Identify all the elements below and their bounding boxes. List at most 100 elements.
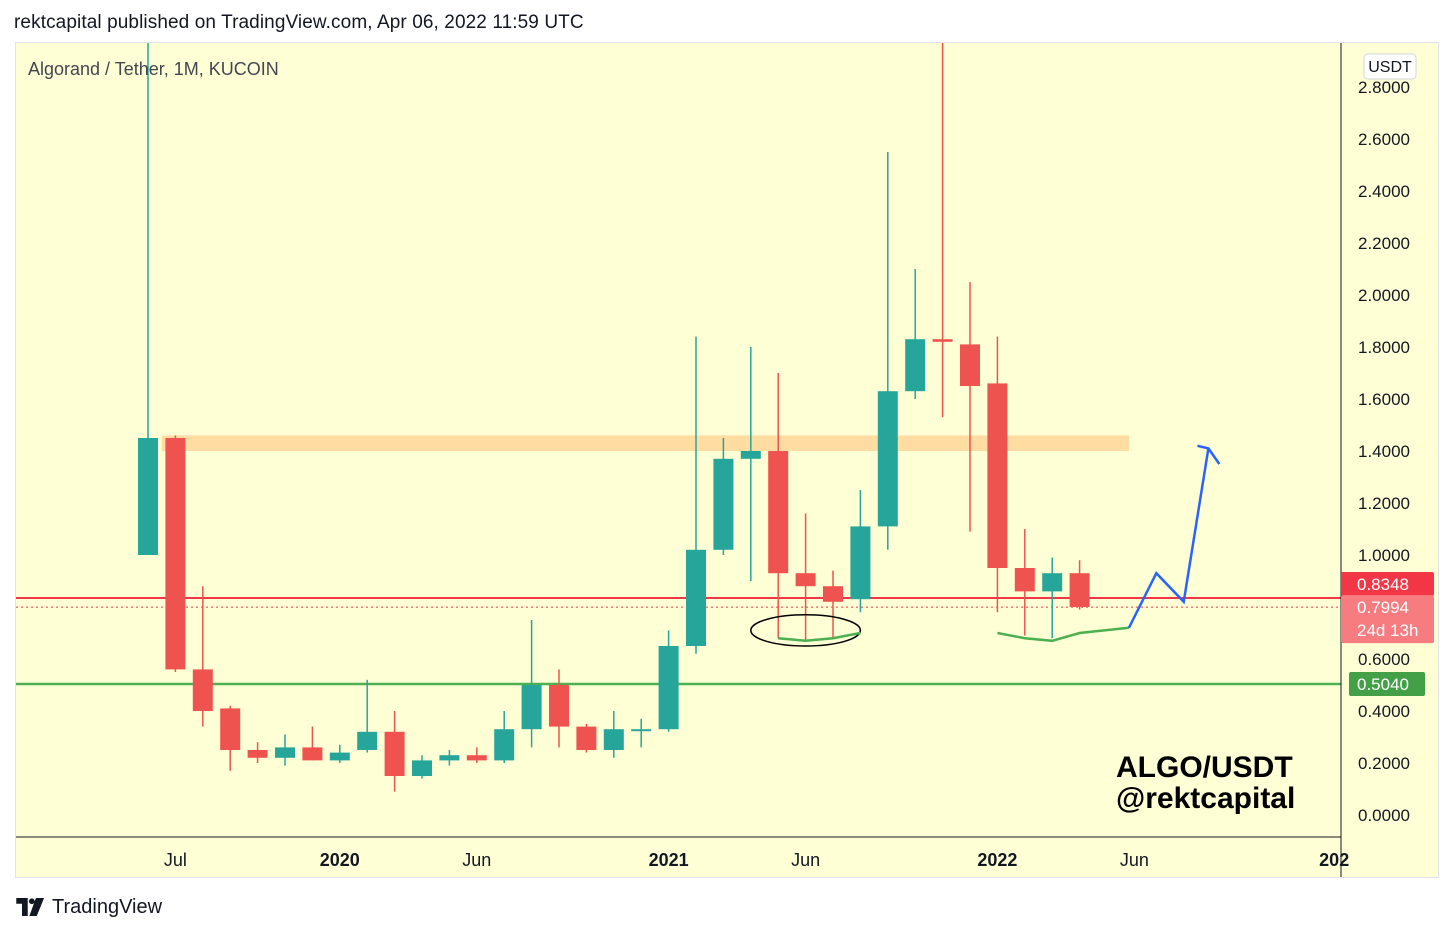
candles-layer: [138, 43, 1090, 792]
candle-body: [686, 549, 706, 646]
candle-2022-01: [987, 336, 1008, 613]
candle-body: [138, 438, 158, 555]
tradingview-logo-icon: [16, 898, 45, 916]
currency-badge[interactable]: USDT: [1363, 53, 1417, 80]
x-tick-label: Jun: [791, 850, 820, 870]
candle-body: [987, 383, 1008, 568]
candle-body: [521, 685, 542, 730]
time-axis: Jul 2020 Jun 2021 Jun 2022 Jun 202: [164, 850, 1349, 870]
footer-brand[interactable]: TradingView: [16, 895, 162, 919]
candle-2020-10: [576, 724, 597, 753]
candle-body: [165, 438, 186, 670]
watermark-line-2: @rektcapital: [1116, 782, 1295, 815]
candle-2019-10: [247, 742, 268, 763]
candle-body: [713, 458, 734, 550]
y-tick-label: 2.4000: [1358, 182, 1410, 201]
footer-brand-label: TradingView: [52, 895, 163, 918]
candle-body: [1014, 568, 1035, 592]
watermark: ALGO/USDT @rektcapital: [1116, 751, 1295, 815]
x-tick-label: 2021: [649, 850, 689, 870]
zones-layer: [161, 435, 1129, 451]
support-price-label-text: 0.5040: [1357, 675, 1409, 694]
candle-body: [932, 339, 953, 342]
price-axis: 2.8000 2.6000 2.4000 2.2000 2.0000 1.8000 1.60…: [1341, 78, 1434, 825]
projection-arrow-head: [1197, 444, 1221, 465]
candle-2021-02: [686, 336, 706, 654]
candle-2022-04: [1069, 560, 1090, 610]
level-price-label-text: 0.8348: [1357, 575, 1409, 594]
candle-body: [466, 755, 487, 761]
publish-caption: rektcapital published on TradingView.com…: [14, 12, 584, 33]
candle-body: [905, 339, 926, 392]
candle-2019-12: [302, 726, 323, 761]
higher-low-line: [778, 631, 861, 643]
candle-2021-05: [768, 373, 789, 639]
x-tick-label: 2022: [977, 850, 1017, 870]
candle-body: [768, 451, 789, 574]
candle-body: [576, 726, 597, 750]
candle-body: [412, 760, 432, 776]
candle-body: [795, 573, 816, 587]
candle-2020-12: [631, 718, 652, 748]
x-tick-label: 2020: [320, 850, 360, 870]
last-price-label: 0.7994 24d 13h: [1341, 595, 1434, 644]
candle-2020-03: [384, 711, 405, 792]
candle-2020-04: [412, 755, 432, 779]
higher-low-line: [997, 626, 1130, 643]
y-tick-label: 2.2000: [1358, 234, 1410, 253]
y-tick-label: 1.4000: [1358, 442, 1410, 461]
candle-2021-01: [658, 630, 679, 732]
last-price-label-bg: [1341, 595, 1434, 644]
candle-body: [1042, 573, 1063, 592]
y-tick-label: 1.0000: [1358, 546, 1410, 565]
candle-2021-08: [850, 490, 871, 613]
candle-2020-08: [521, 620, 542, 748]
level-price-label-bg: [1341, 571, 1434, 596]
candle-2022-02: [1014, 529, 1035, 636]
x-tick-label: Jul: [164, 850, 187, 870]
candle-2021-06: [795, 513, 816, 641]
candle-body: [220, 708, 241, 750]
candle-body: [192, 669, 213, 711]
y-tick-label: 0.0000: [1358, 806, 1410, 825]
candle-body: [1069, 573, 1090, 607]
candle-2019-06: [138, 43, 158, 555]
candle-2021-12: [960, 282, 980, 532]
candle-2021-07: [823, 570, 843, 639]
candle-2020-11: [603, 711, 624, 758]
level-price-label: 0.8348: [1341, 571, 1434, 596]
countdown-label: 24d 13h: [1357, 621, 1418, 640]
candle-2020-01: [329, 744, 350, 763]
currency-badge-label: USDT: [1368, 59, 1412, 76]
candle-body: [439, 755, 460, 761]
y-tick-label: 2.8000: [1358, 78, 1410, 97]
x-tick-label: 202: [1319, 850, 1349, 870]
chart-frame[interactable]: 2.8000 2.6000 2.4000 2.2000 2.0000 1.8000 1.60…: [15, 42, 1439, 878]
highlight-ellipse: [750, 614, 862, 647]
candle-body: [329, 752, 350, 761]
symbol-title: Algorand / Tether, 1M, KUCOIN: [28, 59, 279, 79]
candle-body: [247, 750, 268, 758]
y-tick-label: 1.2000: [1358, 494, 1410, 513]
candlestick-chart[interactable]: 2.8000 2.6000 2.4000 2.2000 2.0000 1.8000 1.60…: [16, 43, 1439, 878]
candle-2020-05: [439, 750, 460, 766]
candle-body: [850, 526, 871, 600]
candle-2020-07: [494, 711, 515, 763]
candle-body: [384, 731, 405, 776]
candle-body: [603, 729, 624, 750]
candle-2021-10: [905, 269, 926, 399]
candle-body: [658, 646, 679, 730]
candle-2019-09: [220, 705, 241, 771]
candle-body: [740, 451, 761, 459]
y-tick-label: 0.6000: [1358, 650, 1410, 669]
candle-body: [302, 747, 323, 761]
x-tick-label: Jun: [1120, 850, 1149, 870]
candle-body: [549, 685, 569, 727]
resistance-zone: [161, 435, 1129, 451]
candle-body: [960, 344, 980, 386]
y-tick-label: 0.4000: [1358, 702, 1410, 721]
candle-2022-03: [1042, 557, 1063, 639]
candle-2020-02: [357, 679, 378, 753]
candle-2019-08: [192, 586, 213, 727]
candle-2021-03: [713, 438, 734, 555]
